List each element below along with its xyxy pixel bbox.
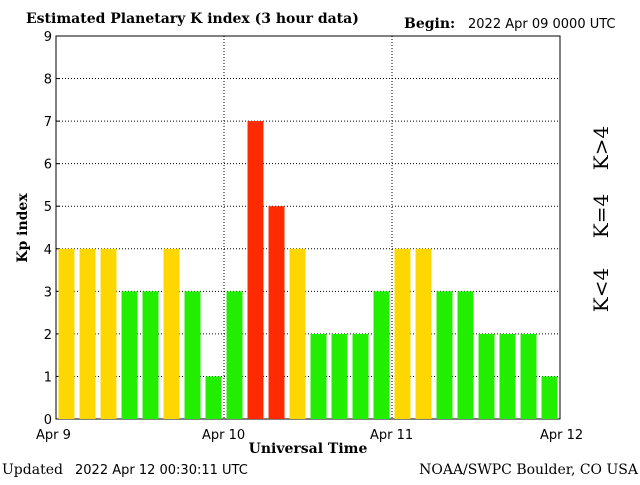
y-axis-label: Kp index [15, 193, 31, 263]
x-tick-label: Apr 12 [540, 428, 583, 443]
kp-bar [457, 291, 474, 419]
begin-value: 2022 Apr 09 0000 UTC [468, 17, 616, 32]
kp-bar [478, 333, 495, 419]
kp-bar [226, 291, 243, 419]
kp-bar [373, 291, 390, 419]
kp-bar [268, 206, 285, 419]
kp-bar [79, 248, 96, 419]
y-tick-label: 2 [44, 328, 52, 343]
kp-bar [247, 121, 264, 420]
chart-title: Estimated Planetary K index (3 hour data… [26, 11, 359, 27]
x-tick-labels: Apr 9 Apr 10 Apr 11 Apr 12 [36, 428, 583, 443]
y-tick-label: 9 [44, 30, 52, 45]
y-tick-label: 7 [44, 115, 52, 130]
kp-bar [289, 248, 306, 419]
kp-bar [436, 291, 453, 419]
y-tick-label: 6 [44, 158, 52, 173]
x-tick-label: Apr 11 [370, 428, 413, 443]
grid-lines [56, 35, 560, 420]
kp-bar [58, 248, 75, 419]
kp-bar [541, 376, 558, 419]
y-tick-label: 8 [44, 73, 52, 88]
y-tick-label: 5 [44, 200, 52, 215]
plot-frame [55, 35, 561, 420]
begin-label: Begin: [404, 16, 455, 32]
kp-bar [310, 333, 327, 419]
kp-bar [520, 333, 537, 419]
kp-bar [142, 291, 159, 419]
kp-bar [499, 333, 516, 419]
y-tick-label: 4 [44, 243, 52, 258]
updated-value: 2022 Apr 12 00:30:11 UTC [75, 463, 248, 478]
x-tick-label: Apr 10 [202, 428, 245, 443]
legend-low: K<4 [589, 268, 613, 312]
updated-label: Updated [2, 462, 63, 478]
y-tick-label: 3 [44, 285, 52, 300]
x-axis-label: Universal Time [249, 441, 368, 457]
kp-bar [352, 333, 369, 419]
bars-group [58, 121, 558, 420]
x-tick-label: Apr 9 [36, 428, 71, 443]
legend-equal: K=4 [589, 194, 613, 238]
y-tick-labels: 0 1 2 3 4 5 6 7 8 9 [44, 30, 52, 428]
kp-bar [163, 248, 180, 419]
kp-bar [184, 291, 201, 419]
kp-bar [331, 333, 348, 419]
kp-bar [205, 376, 222, 419]
kp-bar [415, 248, 432, 419]
kp-bar [394, 248, 411, 419]
kp-bar [100, 248, 117, 419]
y-tick-label: 0 [44, 413, 52, 428]
credit-text: NOAA/SWPC Boulder, CO USA [419, 462, 639, 478]
legend-high: K>4 [589, 126, 613, 170]
kp-bar [121, 291, 138, 419]
y-tick-label: 1 [44, 370, 52, 385]
